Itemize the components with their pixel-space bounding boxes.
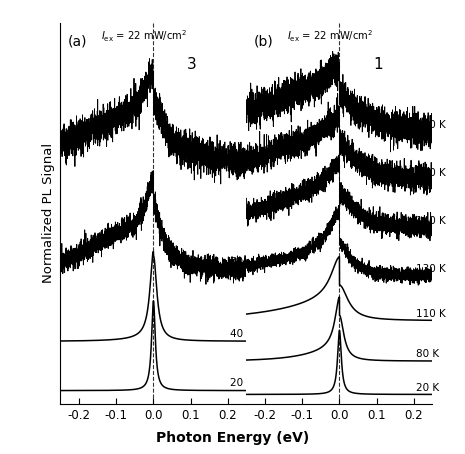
Text: 20 K: 20 K — [230, 378, 253, 388]
Text: Photon Energy (eV): Photon Energy (eV) — [156, 431, 309, 445]
Text: 160 K: 160 K — [416, 120, 445, 130]
Text: 110 K: 110 K — [416, 309, 445, 319]
Text: $I_{\rm ex}$ = 22 mW/cm$^2$: $I_{\rm ex}$ = 22 mW/cm$^2$ — [287, 29, 374, 44]
Text: 90 K: 90 K — [230, 149, 253, 159]
Text: 70 K: 70 K — [230, 257, 253, 267]
Y-axis label: Normalized PL Signal: Normalized PL Signal — [42, 143, 55, 283]
Text: 20 K: 20 K — [416, 383, 439, 393]
Text: 3: 3 — [187, 57, 197, 72]
Text: $I_{\rm ex}$ = 22 mW/cm$^2$: $I_{\rm ex}$ = 22 mW/cm$^2$ — [101, 29, 188, 44]
Text: (b): (b) — [254, 34, 273, 48]
Text: 130 K: 130 K — [416, 264, 445, 274]
Text: 1: 1 — [373, 57, 383, 72]
Text: 140 K: 140 K — [416, 216, 445, 226]
Text: 150 K: 150 K — [416, 168, 445, 178]
Text: (a): (a) — [68, 34, 87, 48]
Text: 40 K: 40 K — [230, 329, 253, 339]
Text: 80 K: 80 K — [416, 349, 439, 359]
